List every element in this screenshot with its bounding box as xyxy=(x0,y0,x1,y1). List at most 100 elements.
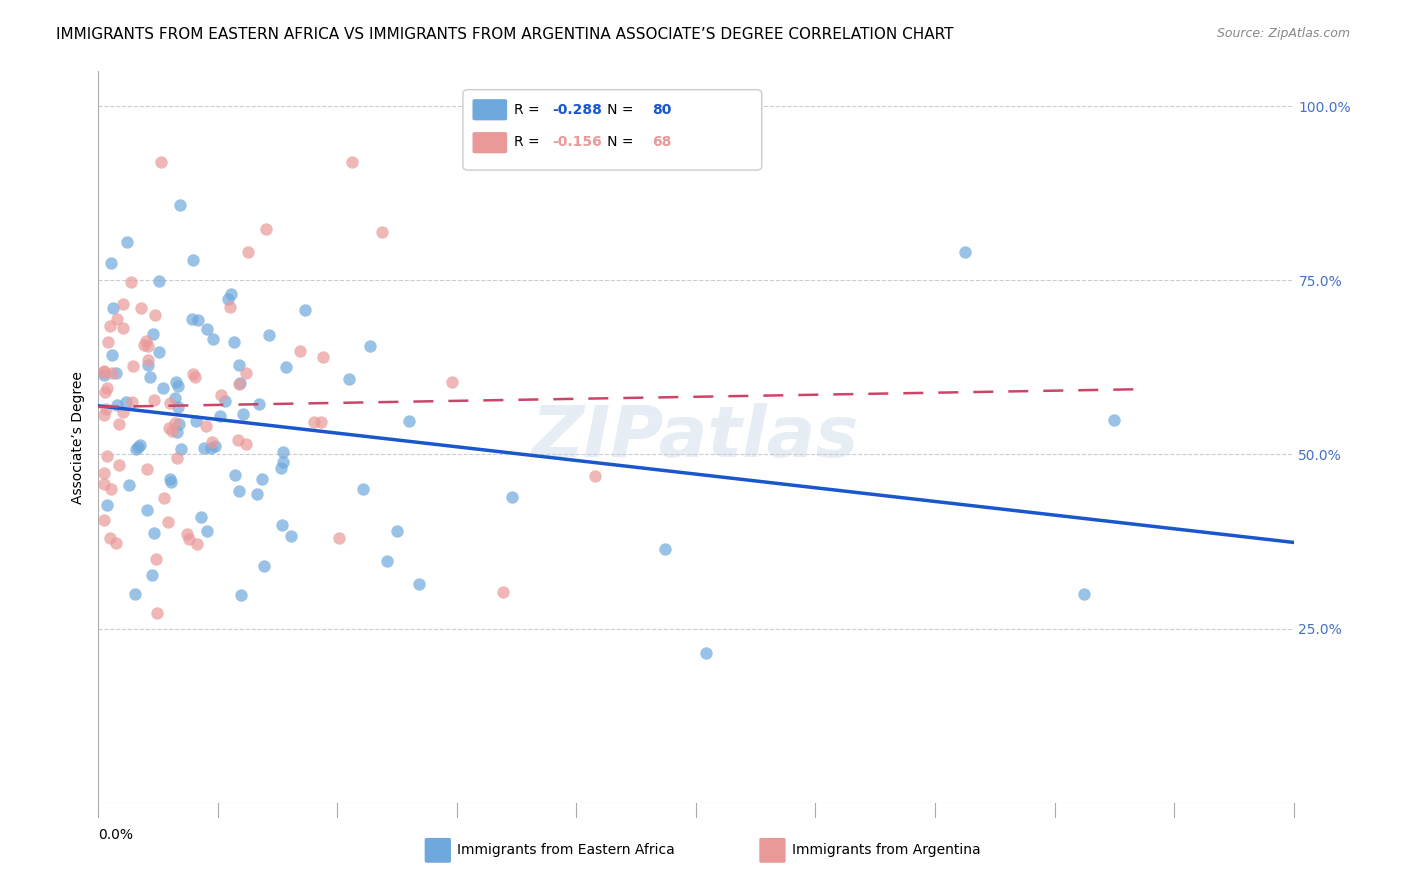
Point xyxy=(312,350,335,364)
Point xyxy=(231,588,253,602)
Point xyxy=(122,359,145,373)
Point xyxy=(111,297,134,311)
Point xyxy=(228,377,250,392)
Point xyxy=(1104,412,1126,426)
Point xyxy=(153,491,176,506)
Point xyxy=(167,417,190,432)
Point xyxy=(167,379,190,393)
Point xyxy=(124,587,146,601)
Point xyxy=(492,585,515,599)
Point xyxy=(352,483,374,497)
Point xyxy=(271,445,294,459)
Point xyxy=(105,366,128,380)
Point xyxy=(214,393,236,408)
Point xyxy=(165,392,187,406)
Point xyxy=(96,381,118,395)
Point xyxy=(398,414,420,428)
Point xyxy=(311,415,333,429)
Point xyxy=(100,256,122,270)
Point xyxy=(132,338,155,352)
Point xyxy=(235,366,257,380)
Point xyxy=(101,301,124,316)
Point xyxy=(163,416,186,430)
Point xyxy=(253,559,276,574)
Point xyxy=(229,376,252,390)
Point xyxy=(159,396,181,410)
Point xyxy=(184,370,207,384)
Point xyxy=(195,418,218,433)
Point xyxy=(695,646,717,660)
FancyBboxPatch shape xyxy=(472,132,508,153)
Point xyxy=(129,301,152,316)
Point xyxy=(120,275,142,289)
Point xyxy=(195,322,218,336)
Point xyxy=(209,388,232,402)
Point xyxy=(177,532,200,546)
Point xyxy=(176,527,198,541)
Point xyxy=(121,394,143,409)
Point xyxy=(157,421,180,435)
Point xyxy=(183,367,205,381)
Point xyxy=(128,438,150,452)
Point xyxy=(143,526,166,541)
Point xyxy=(124,442,146,456)
Point xyxy=(195,524,218,539)
Point xyxy=(141,567,163,582)
Point xyxy=(159,472,181,486)
Point xyxy=(193,441,215,455)
Point xyxy=(115,395,138,409)
Point xyxy=(246,487,269,501)
Text: -0.156: -0.156 xyxy=(553,136,602,149)
Point xyxy=(143,309,166,323)
Point xyxy=(252,472,274,486)
Point xyxy=(143,392,166,407)
Point xyxy=(111,321,134,335)
Point xyxy=(249,397,271,411)
Point xyxy=(96,450,118,464)
Point xyxy=(148,274,170,288)
Point xyxy=(184,414,207,428)
Point xyxy=(93,365,115,379)
Text: N =: N = xyxy=(595,103,638,117)
Point xyxy=(228,483,250,498)
Point xyxy=(160,475,183,490)
Point xyxy=(135,334,157,348)
Point xyxy=(274,359,297,374)
Point xyxy=(93,467,115,481)
Point xyxy=(139,370,162,384)
Text: 68: 68 xyxy=(652,136,671,149)
Point xyxy=(342,155,364,169)
Point xyxy=(112,405,135,419)
Point xyxy=(359,339,381,353)
Point xyxy=(371,225,394,239)
Point xyxy=(204,439,226,453)
Point xyxy=(93,364,115,378)
Point xyxy=(280,529,302,543)
Text: R =: R = xyxy=(515,136,544,149)
Point xyxy=(105,311,128,326)
Point xyxy=(254,221,277,235)
Point xyxy=(217,292,239,306)
Point xyxy=(145,552,167,566)
Text: Source: ZipAtlas.com: Source: ZipAtlas.com xyxy=(1216,27,1350,40)
FancyBboxPatch shape xyxy=(425,838,451,863)
Point xyxy=(953,245,976,260)
Text: ZIPatlas: ZIPatlas xyxy=(533,402,859,472)
Point xyxy=(93,513,115,527)
Point xyxy=(181,311,204,326)
Point xyxy=(149,155,172,169)
Point xyxy=(181,252,204,267)
Text: R =: R = xyxy=(515,103,544,117)
Point xyxy=(201,434,224,449)
Point xyxy=(98,531,121,545)
Point xyxy=(200,442,222,456)
Point xyxy=(146,606,169,620)
Point xyxy=(271,517,294,532)
Point xyxy=(169,198,191,212)
Point xyxy=(190,509,212,524)
Point xyxy=(270,460,292,475)
Point xyxy=(101,348,124,362)
Point xyxy=(156,515,179,529)
Point xyxy=(654,541,676,556)
Point xyxy=(302,415,325,429)
